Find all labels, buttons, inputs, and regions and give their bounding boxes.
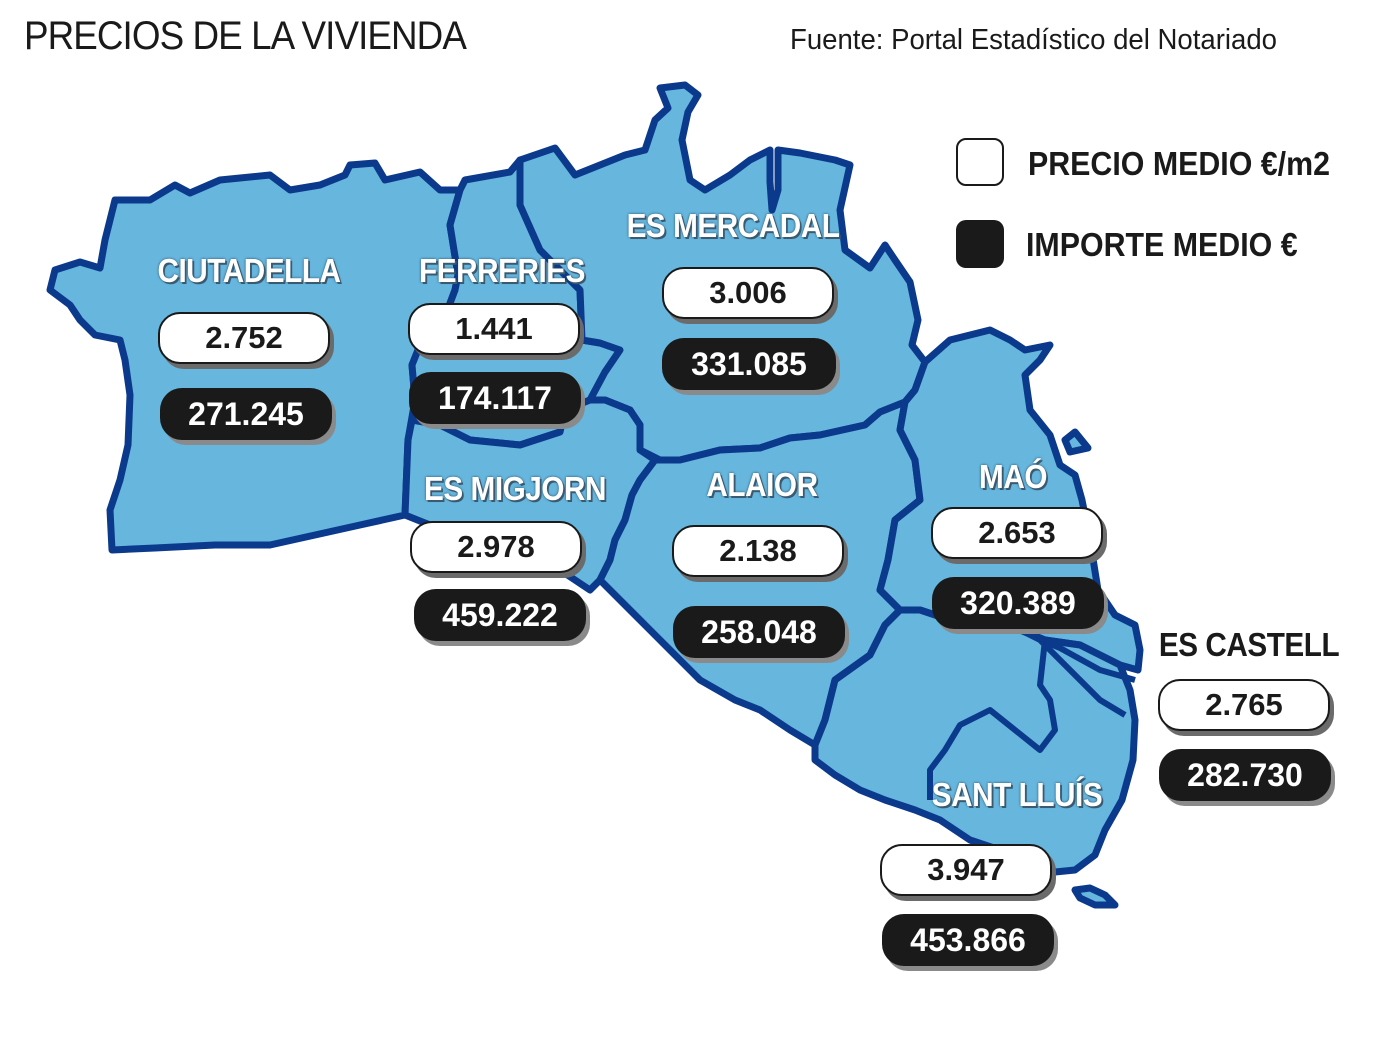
amount-pill-alaior: 258.048 [673, 606, 845, 658]
amount-pill-ferreries: 174.117 [409, 372, 581, 424]
amount-pill-es-castell: 282.730 [1159, 749, 1331, 801]
price-pill-mao: 2.653 [931, 507, 1103, 559]
muni-name-sant-lluis: SANT LLUÍS [931, 776, 1103, 813]
muni-name-es-castell: ES CASTELL [1158, 626, 1340, 663]
amount-pill-sant-lluis: 453.866 [882, 914, 1054, 966]
muni-name-alaior: ALAIOR [706, 466, 818, 503]
source-note: Fuente: Portal Estadístico del Notariado [790, 24, 1277, 56]
price-pill-ferreries: 1.441 [408, 303, 580, 355]
amount-pill-mao: 320.389 [932, 577, 1104, 629]
islet-north [1061, 428, 1092, 456]
muni-name-es-migjorn: ES MIGJORN [424, 470, 606, 507]
amount-pill-es-migjorn: 459.222 [414, 589, 586, 641]
price-pill-es-castell: 2.765 [1158, 679, 1330, 731]
price-pill-es-mercadal: 3.006 [662, 267, 834, 319]
amount-pill-es-mercadal: 331.085 [662, 338, 836, 390]
legend-swatch-price [956, 138, 1004, 186]
price-pill-sant-lluis: 3.947 [880, 844, 1052, 896]
legend-swatch-amount [956, 220, 1004, 268]
islet [1071, 884, 1119, 909]
municipal-boundaries [927, 627, 1136, 800]
price-pill-alaior: 2.138 [672, 525, 844, 577]
muni-name-es-mercadal: ES MERCADAL [626, 207, 840, 244]
muni-name-ferreries: FERRERIES [419, 252, 585, 289]
legend-label-price: PRECIO MEDIO €/m2 [1028, 145, 1330, 182]
price-pill-es-migjorn: 2.978 [410, 521, 582, 573]
muni-name-ciutadella: CIUTADELLA [157, 252, 341, 289]
legend-label-amount: IMPORTE MEDIO € [1026, 226, 1298, 263]
muni-name-mao: MAÓ [979, 458, 1047, 495]
price-pill-ciutadella: 2.752 [158, 312, 330, 364]
map-title: PRECIOS DE LA VIVIENDA [24, 14, 467, 58]
amount-pill-ciutadella: 271.245 [160, 388, 332, 440]
